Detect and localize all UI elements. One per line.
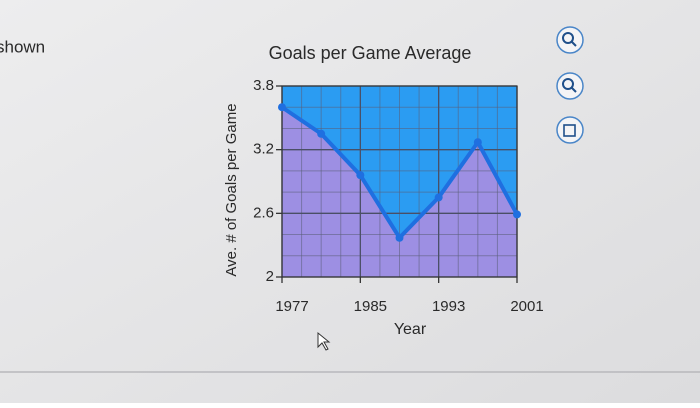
y-tick-label: 2.6 — [253, 204, 274, 221]
popout-button[interactable] — [556, 116, 584, 144]
chart-title: Goals per Game Average — [269, 43, 472, 63]
y-axis-label: Ave. # of Goals per Game — [223, 103, 240, 276]
plot-frame — [281, 85, 518, 278]
clipped-text: shown — [0, 37, 45, 56]
data-point — [513, 210, 521, 219]
x-axis-label: Year — [394, 321, 427, 338]
zoom-in-icon — [562, 32, 574, 44]
data-point — [278, 103, 286, 112]
y-tick-label: 3.8 — [253, 77, 274, 94]
data-point — [317, 129, 326, 138]
zoom-out-icon — [562, 78, 574, 90]
popout[interactable] — [556, 116, 584, 144]
y-tick-label: 2 — [266, 268, 274, 285]
x-tick-label: 1993 — [432, 298, 465, 315]
x-tick-label: 1977 — [275, 298, 308, 315]
y-tick-label: 3.2 — [253, 141, 274, 158]
popout-icon — [563, 124, 576, 137]
zoom-out-button[interactable] — [556, 72, 584, 100]
zoom-out-icon — [571, 87, 577, 93]
zoom-in-icon — [571, 41, 577, 47]
data-point — [434, 193, 443, 202]
x-tick-label: 2001 — [510, 298, 543, 315]
data-point — [395, 233, 404, 242]
zoom-in[interactable] — [556, 26, 584, 54]
x-tick-label: 1985 — [354, 298, 387, 315]
data-point — [356, 171, 365, 180]
zoom-out[interactable] — [556, 72, 584, 100]
data-point — [473, 138, 482, 147]
zoom-in-button[interactable] — [556, 26, 584, 54]
cursor — [317, 331, 331, 351]
